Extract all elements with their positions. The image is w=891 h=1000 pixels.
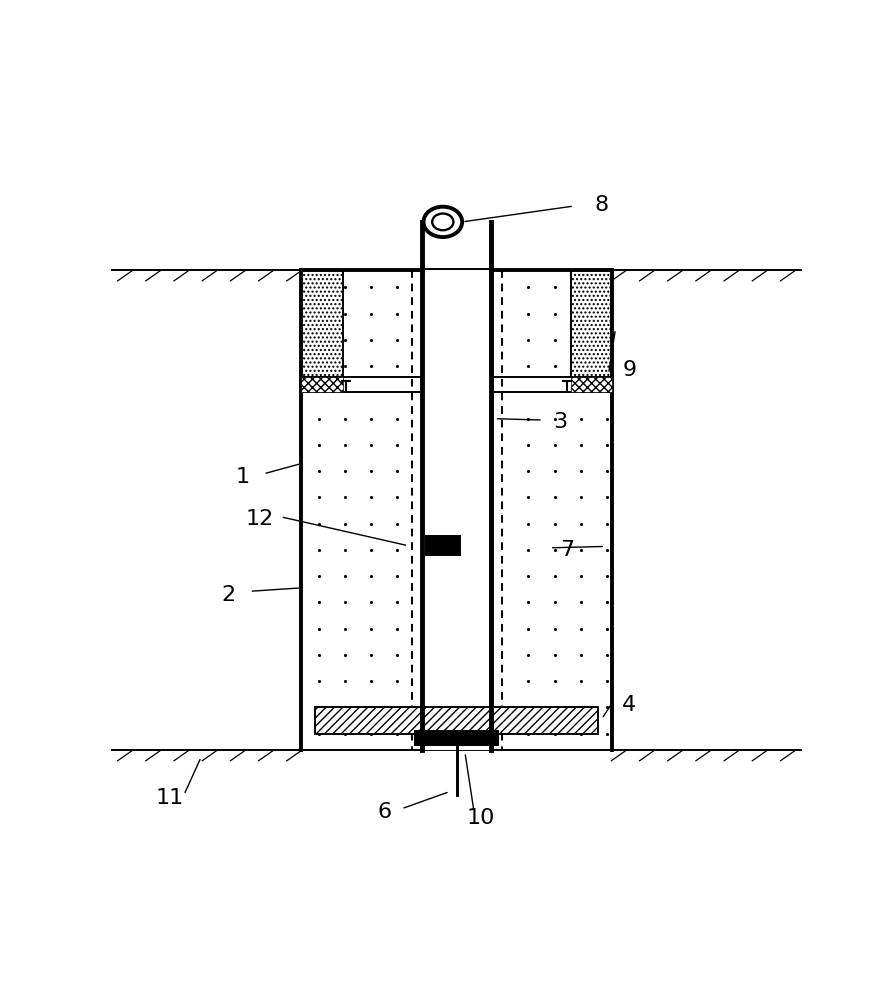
Ellipse shape (423, 207, 462, 237)
Text: 3: 3 (553, 412, 568, 432)
Text: 4: 4 (622, 695, 636, 715)
Bar (422, 270, 491, 750)
Bar (315, 707, 598, 734)
Text: 9: 9 (622, 360, 636, 380)
Bar (301, 270, 343, 377)
Bar (570, 377, 612, 392)
Text: 10: 10 (467, 808, 495, 828)
Bar (570, 270, 612, 377)
Text: 8: 8 (594, 195, 609, 215)
Ellipse shape (432, 214, 454, 230)
Text: 11: 11 (156, 788, 184, 808)
Bar (426, 536, 460, 555)
Bar (301, 377, 612, 392)
Text: 7: 7 (560, 540, 574, 560)
Text: 6: 6 (377, 802, 391, 822)
Text: 12: 12 (246, 509, 274, 529)
Text: 1: 1 (235, 467, 249, 487)
Bar (301, 377, 343, 392)
Bar (415, 731, 498, 745)
Text: 2: 2 (222, 585, 236, 605)
